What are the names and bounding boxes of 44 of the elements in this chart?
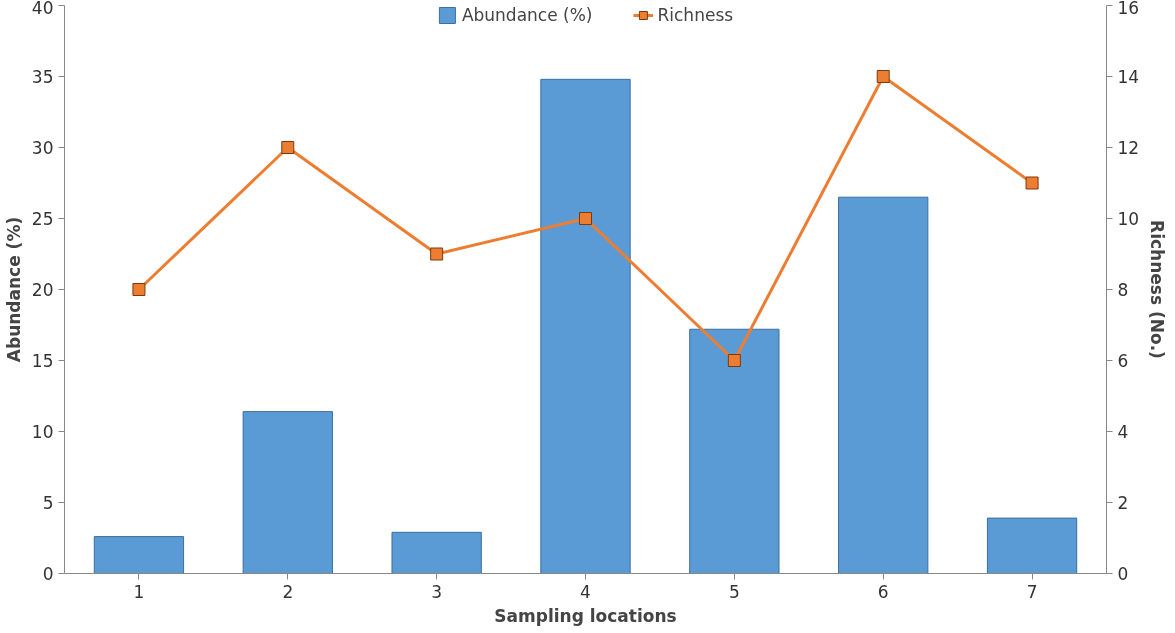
point (281, 141, 295, 154)
y2-tick-label: 2 (1117, 493, 1129, 513)
y2-tick-label: 8 (1117, 280, 1129, 300)
y2-tick-label: 16 (1117, 0, 1140, 18)
point (579, 212, 592, 225)
y2-axis-title: Richness (No.) (1147, 220, 1168, 359)
bar (540, 78, 631, 574)
bar (93, 536, 185, 574)
y2-tick-label: 4 (1117, 422, 1129, 442)
legend-label: Abundance (%) (461, 5, 593, 25)
legend-label: Richness (657, 5, 734, 25)
y2-tick-label: 6 (1117, 351, 1129, 371)
y2-tick-label: 0 (1117, 564, 1129, 584)
x-tick-label: 3 (431, 581, 443, 602)
bar (838, 196, 929, 574)
y-tick-label: 20 (31, 280, 54, 300)
y-tick-label: 15 (31, 351, 54, 371)
x-tick-label: 1 (133, 581, 145, 602)
y-tick-label: 35 (31, 67, 54, 87)
y-tick-label: 0 (42, 564, 54, 584)
y-axis-title: Abundance (%) (3, 216, 24, 363)
point (727, 354, 741, 367)
y-tick-label: 30 (31, 138, 54, 158)
x-tick-label: 6 (877, 581, 889, 602)
x-tick-label: 5 (728, 581, 740, 602)
bar (986, 517, 1078, 574)
y-tick-label: 10 (31, 422, 54, 442)
y2-tick-label: 14 (1117, 67, 1140, 87)
point (876, 70, 890, 83)
bar (689, 328, 780, 574)
x-tick-label: 2 (282, 581, 294, 602)
y-tick-label: 5 (42, 493, 54, 513)
x-axis-title: Sampling locations (494, 605, 677, 626)
x-tick-label: 7 (1026, 581, 1038, 602)
bar (391, 531, 482, 574)
point (132, 283, 146, 296)
y2-tick-label: 12 (1117, 138, 1140, 158)
point (430, 247, 444, 261)
x-tick-label: 4 (580, 581, 591, 602)
y-tick-label: 25 (31, 209, 54, 229)
point (1025, 176, 1039, 190)
bar (242, 411, 333, 574)
y2-tick-label: 10 (1117, 209, 1140, 229)
y-tick-label: 40 (31, 0, 54, 18)
